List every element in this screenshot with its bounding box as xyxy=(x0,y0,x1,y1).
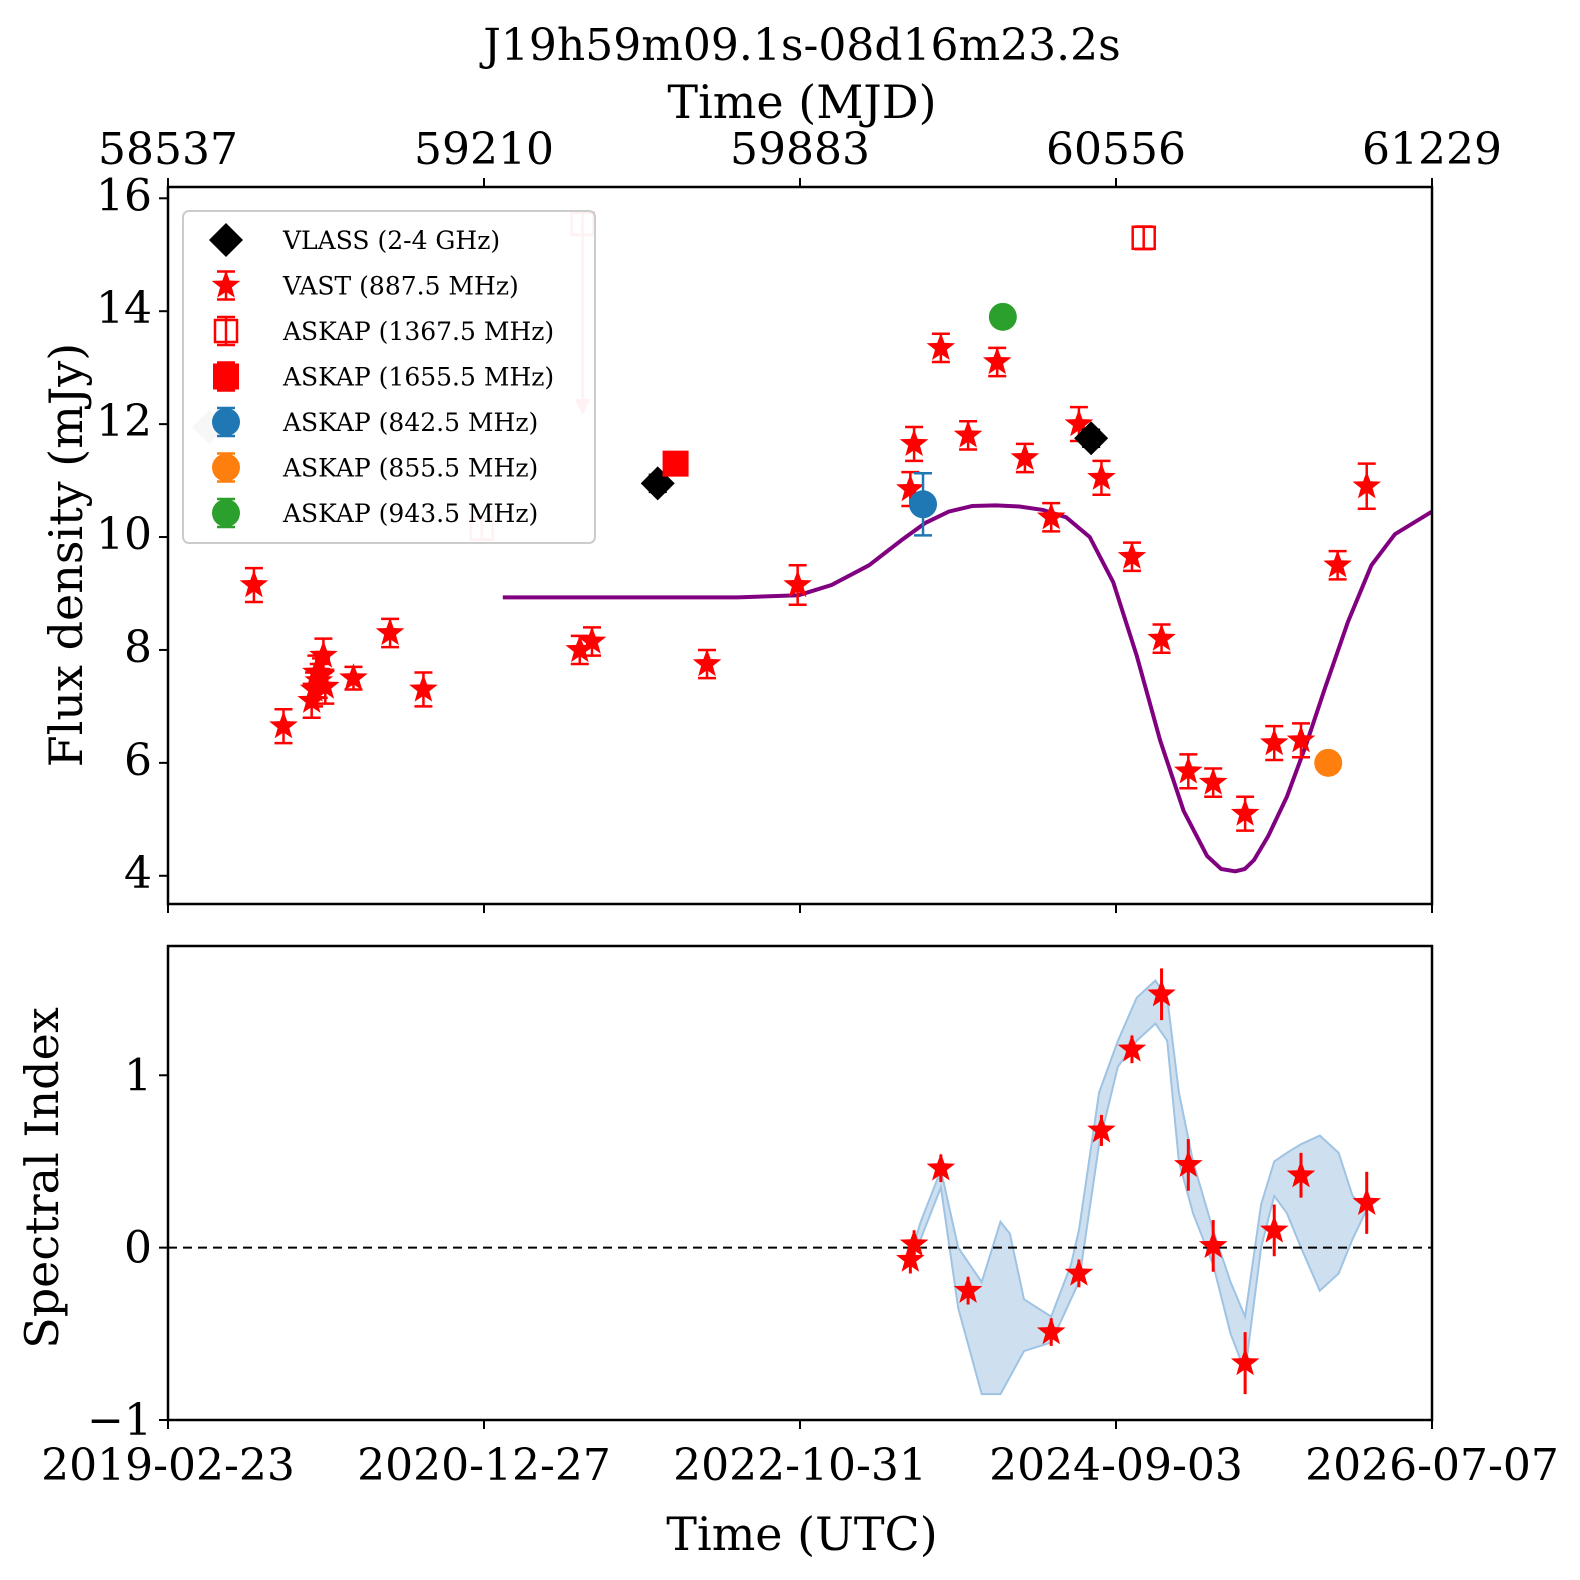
data-point xyxy=(1036,502,1066,530)
data-point xyxy=(339,663,368,691)
legend-marker xyxy=(212,499,240,527)
confidence-band xyxy=(909,978,1368,1396)
data-point xyxy=(1064,1258,1094,1286)
bottom-x-axis-title: Time (UTC) xyxy=(666,1507,937,1561)
y-tick-label: 16 xyxy=(96,170,152,221)
data-point xyxy=(239,570,269,598)
legend-marker xyxy=(211,270,241,298)
data-point xyxy=(1314,748,1343,777)
data-point xyxy=(565,634,595,663)
data-point xyxy=(1198,767,1228,795)
data-point xyxy=(1117,1034,1147,1062)
data-point xyxy=(306,660,336,688)
data-point xyxy=(1174,1149,1203,1177)
data-point xyxy=(1260,728,1289,756)
chart-title: J19h59m09.1s-08d16m23.2s xyxy=(479,20,1121,71)
legend-marker xyxy=(213,363,239,390)
data-point xyxy=(1074,421,1109,456)
data-point xyxy=(926,332,956,360)
spectral-index-panel: −1 0 1 2019-02-23 2020-12-27 2022-10-31 2024-0… xyxy=(41,944,1559,1491)
data-point xyxy=(1230,1348,1260,1376)
legend-label: VLASS (2-4 GHz) xyxy=(282,226,500,255)
data-point xyxy=(577,626,607,654)
data-point xyxy=(982,347,1012,375)
legend-marker xyxy=(209,223,243,257)
legend-label: ASKAP (1367.5 MHz) xyxy=(282,317,554,346)
x-tick-label: 2020-12-27 xyxy=(357,1440,611,1491)
legend-label: VAST (887.5 MHz) xyxy=(282,272,519,301)
data-point xyxy=(1087,1115,1116,1143)
data-point xyxy=(909,490,938,519)
data-point xyxy=(1147,979,1176,1007)
legend-label: ASKAP (943.5 MHz) xyxy=(282,499,538,528)
model-curve xyxy=(502,503,1434,874)
legend-marker xyxy=(212,408,240,436)
y-tick-label: 1 xyxy=(124,1050,152,1101)
legend: VLASS (2-4 GHz) VAST (887.5 MHz) ASKAP (13… xyxy=(182,210,596,544)
x-top-tick-label: 59883 xyxy=(730,124,870,175)
data-point xyxy=(1064,409,1094,437)
data-point xyxy=(896,1244,925,1272)
bottom-y-axis-title: Spectral Index xyxy=(15,1007,69,1349)
y-tick-label: 8 xyxy=(124,622,152,673)
data-point xyxy=(409,674,438,702)
legend-marker xyxy=(213,318,239,344)
x-top-tick-label: 60556 xyxy=(1046,124,1186,175)
y-tick-label: −1 xyxy=(87,1395,152,1446)
data-point xyxy=(988,302,1017,331)
data-point xyxy=(375,618,405,646)
data-point xyxy=(1010,443,1040,471)
x-top-tick-label: 58537 xyxy=(98,124,238,175)
data-point xyxy=(1174,756,1203,784)
legend-label: ASKAP (1655.5 MHz) xyxy=(282,363,554,392)
legend-label: ASKAP (842.5 MHz) xyxy=(282,408,538,437)
x-tick-label: 2022-10-31 xyxy=(673,1440,927,1491)
data-point xyxy=(311,671,340,699)
data-point xyxy=(662,450,689,477)
x-tick-label: 2026-07-07 xyxy=(1305,1440,1559,1491)
y-tick-label: 6 xyxy=(124,735,152,786)
data-point xyxy=(783,570,812,598)
x-tick-label: 2019-02-23 xyxy=(41,1440,295,1491)
x-tick-label: 2024-09-03 xyxy=(989,1440,1243,1491)
y-tick-label: 0 xyxy=(124,1223,152,1274)
data-point xyxy=(1352,1187,1381,1215)
data-point xyxy=(1230,798,1260,826)
data-point xyxy=(1323,550,1352,578)
x-top-tick-label: 59210 xyxy=(414,124,554,175)
y-tick-label: 10 xyxy=(96,509,152,560)
data-point xyxy=(896,474,925,502)
data-point xyxy=(953,1275,983,1303)
data-point xyxy=(692,649,722,677)
top-x-axis-title: Time (MJD) xyxy=(667,75,936,129)
data-point xyxy=(1352,471,1381,499)
y-tick-label: 4 xyxy=(124,848,152,899)
data-point xyxy=(269,711,298,739)
data-point xyxy=(1147,623,1176,651)
legend-box xyxy=(182,210,596,544)
data-point xyxy=(297,685,326,713)
data-point xyxy=(1131,225,1156,251)
legend-label: ASKAP (855.5 MHz) xyxy=(282,454,538,483)
data-point xyxy=(1117,541,1147,569)
data-point xyxy=(899,428,929,456)
data-point xyxy=(1036,1317,1066,1345)
data-point xyxy=(926,1153,956,1181)
data-point xyxy=(1286,725,1316,753)
top-y-axis-title: Flux density (mJy) xyxy=(39,343,93,767)
data-point xyxy=(1286,1160,1316,1188)
data-point xyxy=(309,640,338,668)
x-top-tick-label: 61229 xyxy=(1362,124,1502,175)
data-point xyxy=(899,1229,929,1257)
y-tick-label: 14 xyxy=(96,283,152,334)
data-point xyxy=(1260,1215,1289,1243)
data-point xyxy=(953,420,983,448)
y-tick-label: 12 xyxy=(96,396,152,447)
legend-marker xyxy=(212,453,240,482)
data-point xyxy=(1087,462,1116,490)
data-point xyxy=(1198,1230,1228,1258)
